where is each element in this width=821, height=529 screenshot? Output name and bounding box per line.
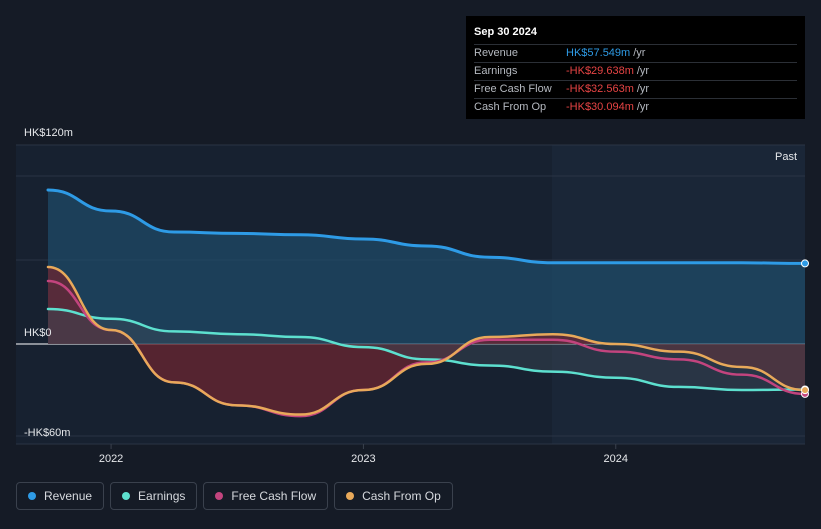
tooltip-label: Revenue: [474, 47, 519, 59]
legend-label: Earnings: [138, 489, 186, 503]
cash-from-op-area: [48, 267, 805, 415]
tooltip-row-revenue: Revenue HK$57.549m /yr: [474, 44, 797, 62]
tooltip-value: -HK$29.638m: [566, 65, 634, 77]
tooltip-row-cfo: Cash From Op -HK$30.094m /yr: [474, 98, 797, 116]
tooltip-label: Earnings: [474, 65, 518, 77]
legend-dot-icon: [122, 492, 131, 500]
tooltip-value: -HK$30.094m: [566, 101, 634, 113]
legend-label: Revenue: [44, 489, 93, 503]
tooltip-unit: /yr: [636, 65, 650, 77]
revenue-area: [48, 190, 805, 344]
tooltip-value: -HK$32.563m: [566, 83, 634, 95]
y-tick-label: -HK$60m: [24, 427, 70, 439]
y-tick-label: HK$0: [24, 327, 52, 339]
tooltip-label: Free Cash Flow: [474, 83, 552, 95]
legend-item-earnings[interactable]: Earnings: [110, 482, 198, 510]
legend-item-cfo[interactable]: Cash From Op: [334, 482, 453, 510]
series-line-cfo: [46, 265, 807, 416]
legend-item-revenue[interactable]: Revenue: [16, 482, 105, 510]
earnings-area: [48, 309, 805, 390]
legend-dot-icon: [28, 492, 36, 500]
series-endpoint-cfo: [801, 386, 809, 395]
tooltip-label: Cash From Op: [474, 101, 547, 113]
x-tick-label: 2022: [99, 453, 123, 465]
legend-dot-icon: [215, 492, 224, 500]
legend: Revenue Earnings Free Cash Flow Cash Fro…: [16, 482, 453, 510]
tooltip-unit: /yr: [636, 83, 650, 95]
tooltip-value: HK$57.549m: [566, 47, 631, 59]
legend-item-fcf[interactable]: Free Cash Flow: [203, 482, 329, 510]
tooltip-unit: /yr: [636, 101, 650, 113]
x-tick-label: 2023: [351, 453, 375, 465]
legend-dot-icon: [346, 492, 355, 500]
legend-label: Free Cash Flow: [231, 489, 317, 503]
tooltip-row-earnings: Earnings -HK$29.638m /yr: [474, 62, 797, 80]
tooltip-date: Sep 30 2024: [474, 26, 537, 38]
tooltip-unit: /yr: [633, 47, 646, 59]
series-line-earnings: [46, 307, 807, 392]
x-tick-label: 2024: [604, 453, 628, 465]
past-label: Past: [775, 151, 797, 163]
y-tick-label: HK$120m: [24, 127, 73, 139]
tooltip-panel: Sep 30 2024 Revenue HK$57.549m /yr Earni…: [466, 16, 805, 119]
tooltip-row-fcf: Free Cash Flow -HK$32.563m /yr: [474, 80, 797, 98]
series-line-revenue: [46, 188, 807, 265]
legend-label: Cash From Op: [362, 489, 441, 503]
series-endpoint-revenue: [801, 259, 809, 268]
